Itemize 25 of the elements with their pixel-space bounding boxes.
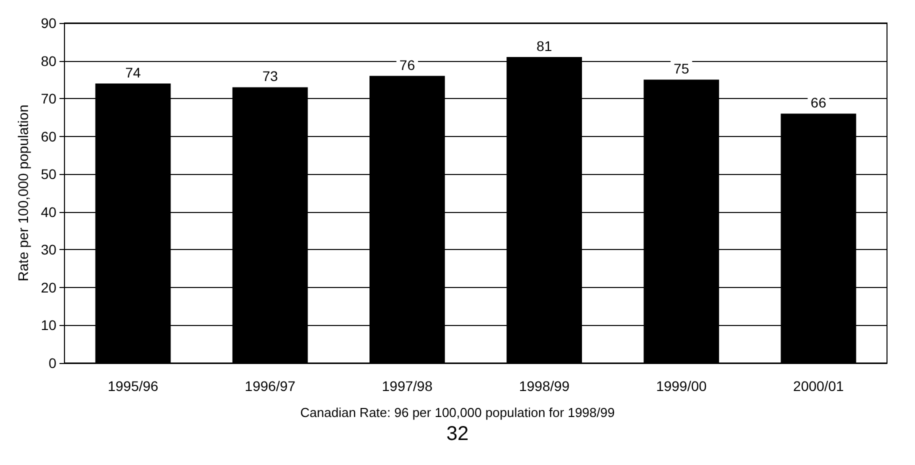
x-tick-label: 1995/96 [108,378,159,394]
x-tick-label: 1999/00 [656,378,707,394]
y-tick-label: 40 [40,204,57,220]
data-label: 74 [125,64,142,80]
y-tick-label: 60 [40,128,57,144]
x-tick-label: 1998/99 [518,378,570,394]
text: 32 [446,423,469,445]
data-label: 75 [674,60,690,77]
x-tick-label: 2000/01 [793,378,844,394]
text: Canadian Rate: 96 per 100,000 population for 1998/99 [300,405,615,420]
x-tick-label: 1997/98 [382,378,433,394]
data-label: 81 [536,38,552,54]
data-label: 76 [399,56,416,73]
y-tick-label: 30 [40,242,57,258]
y-tick-label: 90 [40,15,57,31]
y-axis-title: Rate per 100,000 population [15,104,31,282]
y-tick-label: 0 [48,355,57,371]
y-tick-label: 70 [40,90,57,107]
x-tick-label: 1996/97 [244,378,296,394]
y-tick-label: 50 [40,166,57,182]
data-label: 73 [262,68,278,84]
y-tick-label: 10 [40,317,57,334]
data-label: 66 [810,94,826,111]
y-tick-label: 80 [40,52,57,69]
y-tick-label: 20 [40,279,57,296]
